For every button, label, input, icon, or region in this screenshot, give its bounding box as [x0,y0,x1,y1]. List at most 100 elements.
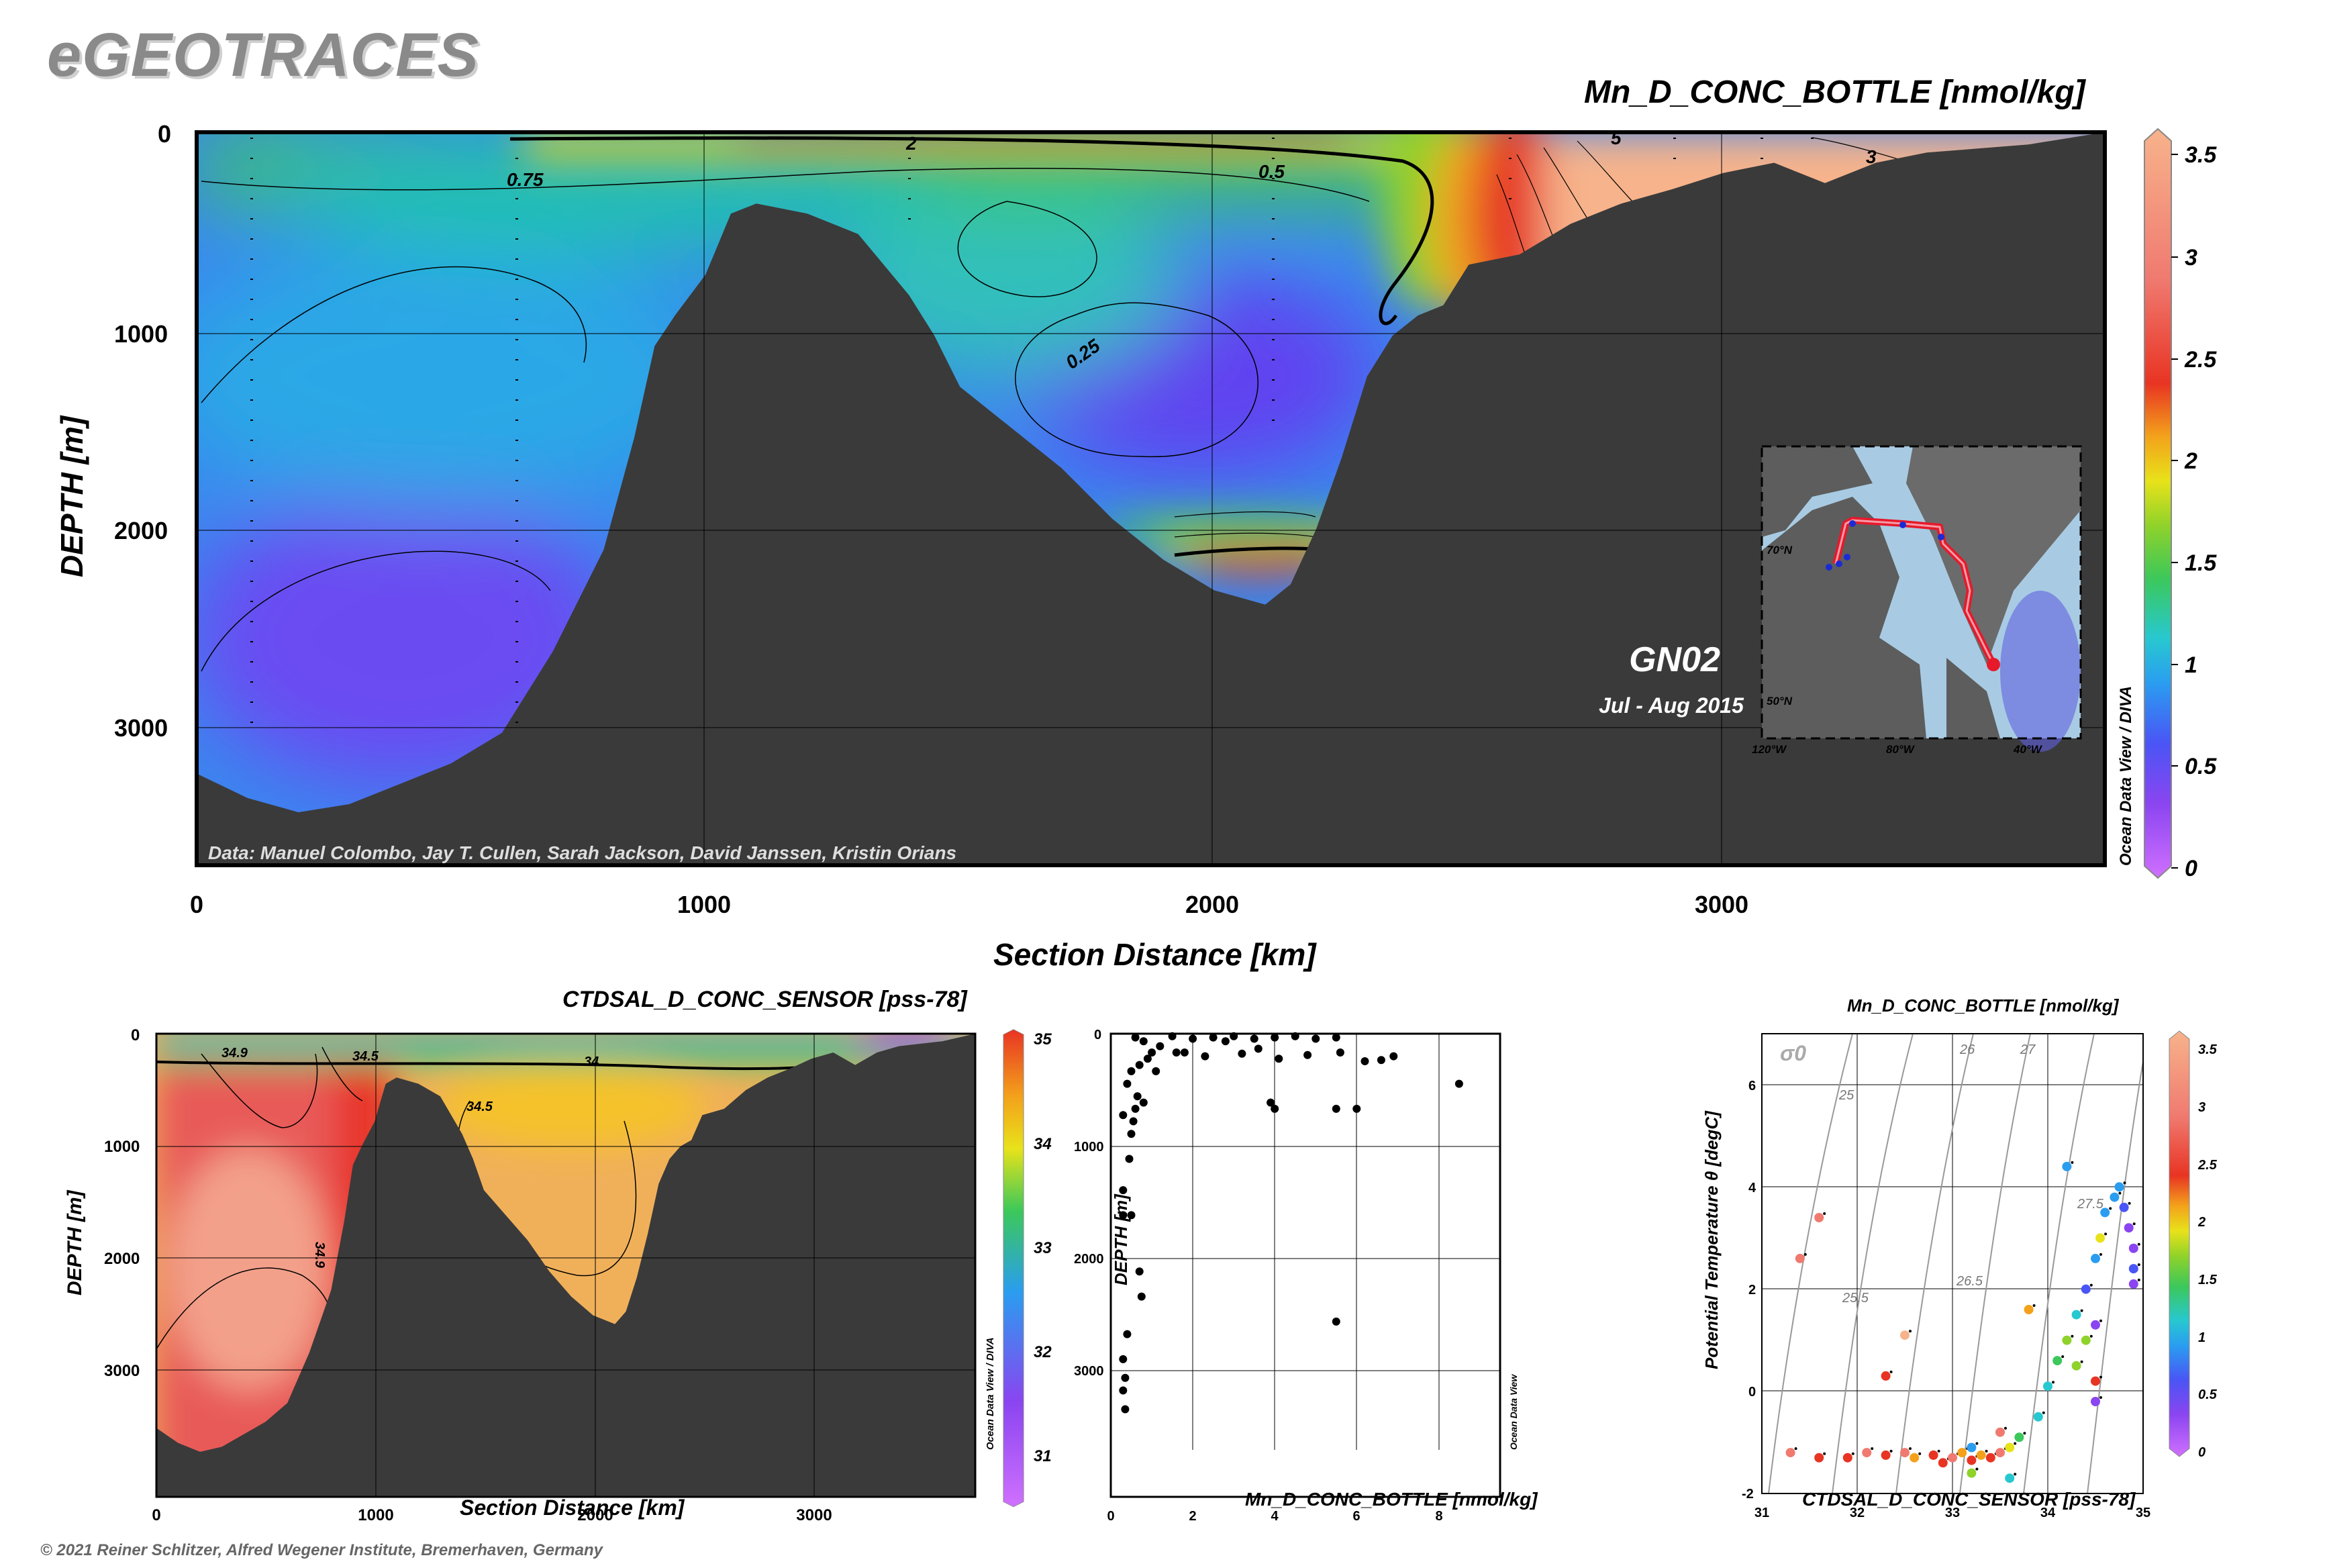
ts-point [2081,1335,2091,1345]
ts-point-small [2089,1334,2093,1338]
ts-frame [1761,1033,2144,1494]
ts-point [2128,1264,2138,1274]
svg-text:8: 8 [1435,1509,1442,1524]
main-x-ticks: 0 1000 2000 3000 [190,891,1748,918]
ts-point-small [1975,1467,1979,1471]
svg-text:4: 4 [1271,1509,1279,1524]
scatter-point [1131,1104,1140,1113]
ts-x-ticks: 31 32 33 34 35 [1754,1506,2150,1520]
ts-point-small [1985,1449,1988,1453]
scatter-y-ticks: 0 1000 2000 3000 [1074,1028,1104,1379]
ts-point-small [1803,1253,1807,1256]
scatter-point [1139,1037,1148,1046]
scatter-point [1352,1104,1361,1113]
ts-point [1862,1448,1872,1458]
ts-point [2071,1310,2081,1320]
svg-text:4: 4 [1748,1181,1756,1195]
cruise-dates: Jul - Aug 2015 [1599,693,1744,718]
svg-text:34.9: 34.9 [221,1046,248,1061]
ts-isopycnal-labels: 25 25.5 26 26.5 27 27.5 [1838,1042,2104,1306]
salinity-title: CTDSAL_D_CONC_SENSOR [pss-78] [562,987,967,1012]
ts-point-small [2080,1360,2083,1363]
map-label-lat50: 50°N [1767,695,1793,707]
svg-text:34: 34 [584,1055,599,1069]
salinity-section-chart: 34.9 34.5 34 34.5 34.9 0 1000 2000 3000 0 1… [104,1026,1052,1524]
ts-point-small [2137,1263,2140,1267]
x-tick-1000: 1000 [677,891,731,918]
scatter-y-axis-label: DEPTH [m] [1111,1194,1131,1285]
scatter-point [1271,1033,1279,1042]
svg-text:1000: 1000 [1074,1140,1104,1155]
ts-point [2033,1412,2043,1422]
data-credit: Data: Manuel Colombo, Jay T. Cullen, Sar… [208,842,956,863]
ts-point [1814,1453,1824,1463]
ts-x-axis-label: CTDSAL_D_CONC_SENSOR [pss-78] [1802,1489,2136,1510]
ts-point-small [2014,1473,2017,1476]
svg-text:2000: 2000 [577,1506,613,1524]
ts-point-small [2014,1442,2017,1445]
odv-label-salinity: Ocean Data View / DIVA [985,1337,996,1450]
scatter-point [1332,1104,1340,1113]
svg-text:34.5: 34.5 [352,1049,379,1064]
svg-text:33: 33 [1945,1506,1960,1520]
scatter-grid [1111,1034,1500,1450]
scatter-point [1201,1052,1209,1061]
ts-point-small [1975,1442,1979,1445]
ts-point-small [2042,1411,2045,1414]
ts-point-small [1871,1447,1874,1451]
ts-point-small [2089,1283,2093,1287]
svg-text:2: 2 [2197,1215,2206,1230]
ts-point [2043,1381,2052,1391]
contour-label-075: 0.75 [507,169,544,190]
odv-label-main: Ocean Data View / DIVA [2117,686,2135,866]
scatter-point [1127,1211,1136,1220]
colorbar-ticks: 3.5 3 2.5 2 1.5 1 0.5 0 [2184,142,2217,881]
x-tick-3000: 3000 [1695,891,1748,918]
ts-y-axis-label: Potential Temperature θ [degC] [1701,1111,1722,1369]
main-bathymetry [197,132,2105,865]
ts-point [2128,1279,2138,1289]
svg-text:3: 3 [2198,1100,2206,1115]
svg-text:1.5: 1.5 [2198,1273,2218,1287]
scatter-point [1123,1079,1132,1088]
ts-point-small [2071,1334,2074,1338]
svg-text:0: 0 [2198,1445,2206,1460]
scatter-point [1189,1034,1197,1043]
ts-point [2110,1192,2120,1202]
salinity-y-ticks: 0 1000 2000 3000 [104,1026,140,1380]
ts-point-small [2080,1309,2083,1312]
ts-point-small [1937,1449,1940,1453]
scatter-point [1148,1048,1156,1057]
scatter-point [1180,1048,1189,1057]
salinity-y-axis-label: DEPTH [m] [64,1190,86,1295]
y-tick-0: 0 [158,120,171,148]
scatter-points [1119,1032,1463,1414]
scatter-point [1131,1033,1140,1042]
scatter-point [1238,1049,1246,1058]
ts-point [1928,1450,1938,1460]
svg-text:25: 25 [1838,1088,1854,1103]
svg-text:-2: -2 [1742,1487,1754,1502]
y-tick-1000: 1000 [114,320,168,348]
ts-point [1957,1448,1967,1458]
svg-text:2: 2 [1748,1283,1756,1297]
scatter-point [1129,1117,1138,1126]
svg-text:31: 31 [1754,1506,1769,1520]
svg-text:34.5: 34.5 [466,1099,493,1114]
scatter-point [1454,1079,1463,1088]
ts-point-small [2118,1191,2122,1195]
ts-point-small [2061,1355,2065,1359]
ts-point-small [2004,1426,2007,1430]
main-chart-title: Mn_D_CONC_BOTTLE [nmol/kg] [1584,75,2085,110]
scatter-point [1119,1386,1128,1395]
svg-text:26.5: 26.5 [1956,1274,1983,1289]
ts-point [2091,1397,2100,1406]
svg-text:0: 0 [1094,1028,1101,1042]
svg-text:3000: 3000 [796,1506,832,1524]
svg-text:1: 1 [2198,1330,2206,1345]
inset-map: 70°N 50°N 120°W 80°W 40°W [1752,445,2082,756]
contour-label-05: 0.5 [1258,161,1285,182]
ts-point [1938,1458,1948,1468]
ts-point-small [2099,1253,2102,1256]
ts-point-small [2104,1232,2108,1236]
